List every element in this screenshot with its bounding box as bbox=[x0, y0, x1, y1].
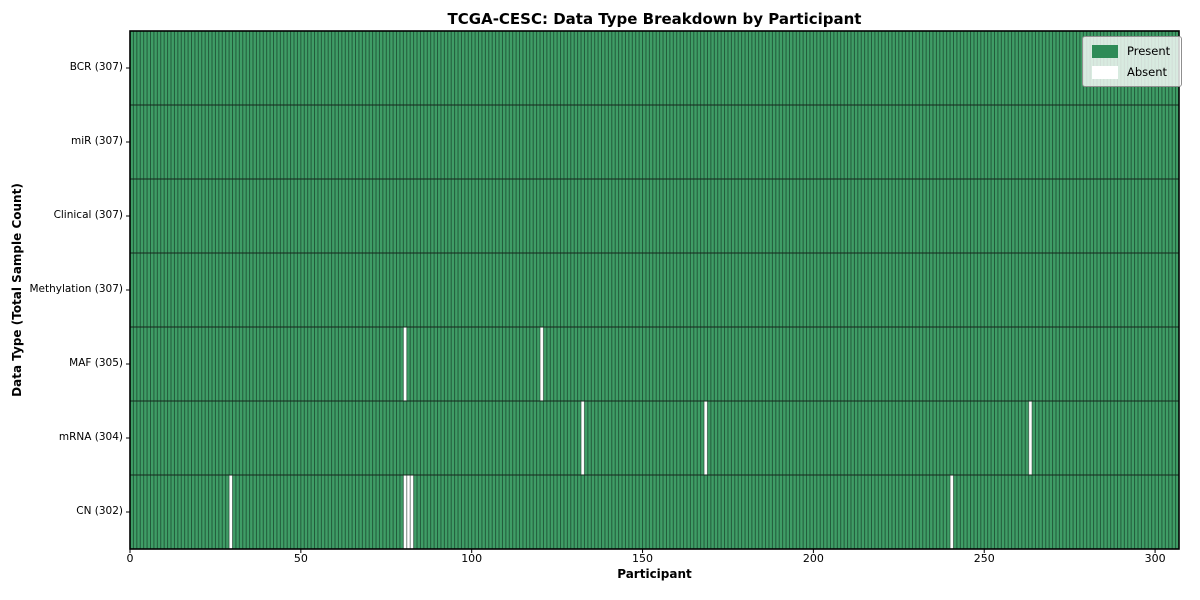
legend-label-absent: Absent bbox=[1127, 65, 1168, 79]
legend: Present Absent bbox=[1082, 36, 1183, 87]
legend-item-absent: Absent bbox=[1092, 65, 1170, 79]
absent-cell-mRNA-263 bbox=[1028, 401, 1033, 475]
absent-cell-CN-29 bbox=[229, 475, 233, 549]
legend-item-present: Present bbox=[1092, 44, 1170, 58]
heatmap-row-miR bbox=[130, 105, 1179, 179]
heatmap-row-Clinical bbox=[130, 179, 1179, 253]
y-tick-label-miR: miR (307) bbox=[70, 134, 123, 147]
heatmap-row-Methylation bbox=[130, 253, 1179, 327]
y-tick-label-MAF: MAF (305) bbox=[69, 356, 123, 369]
chart-title: TCGA-CESC: Data Type Breakdown by Partic… bbox=[447, 10, 862, 28]
x-tick-label: 50 bbox=[293, 552, 308, 565]
legend-label-present: Present bbox=[1127, 44, 1171, 58]
x-tick-label: 100 bbox=[461, 552, 483, 565]
heatmap-row-CN bbox=[130, 475, 1179, 549]
absent-cell-CN-82 bbox=[410, 475, 414, 549]
absent-cell-mRNA-132 bbox=[581, 401, 585, 475]
x-tick-label: 0 bbox=[126, 552, 134, 565]
y-tick-label-CN: CN (302) bbox=[76, 504, 123, 517]
y-tick-label-mRNA: mRNA (304) bbox=[58, 430, 123, 443]
heatmap-row-BCR bbox=[130, 31, 1179, 105]
absent-cell-CN-80 bbox=[403, 475, 407, 549]
heatmap-row-mRNA bbox=[130, 401, 1179, 475]
absent-cell-CN-240 bbox=[950, 475, 954, 549]
x-tick-label: 250 bbox=[973, 552, 995, 565]
y-tick-label-Clinical: Clinical (307) bbox=[53, 208, 123, 221]
absent-cell-CN-81 bbox=[406, 475, 411, 549]
x-tick-label: 150 bbox=[632, 552, 654, 565]
absent-cell-MAF-80 bbox=[403, 327, 407, 401]
x-tick-label: 200 bbox=[802, 552, 824, 565]
heatmap-row-MAF bbox=[130, 327, 1179, 401]
y-tick-label-Methylation: Methylation (307) bbox=[29, 282, 123, 295]
heatmap-plot bbox=[126, 30, 1180, 553]
absent-cell-MAF-120 bbox=[540, 327, 544, 401]
present-swatch bbox=[1092, 44, 1118, 58]
x-tick-label: 300 bbox=[1144, 552, 1166, 565]
x-axis-title: Participant bbox=[617, 567, 692, 581]
absent-swatch bbox=[1092, 65, 1118, 79]
absent-cell-mRNA-168 bbox=[704, 401, 708, 475]
y-tick-label-BCR: BCR (307) bbox=[69, 60, 123, 73]
